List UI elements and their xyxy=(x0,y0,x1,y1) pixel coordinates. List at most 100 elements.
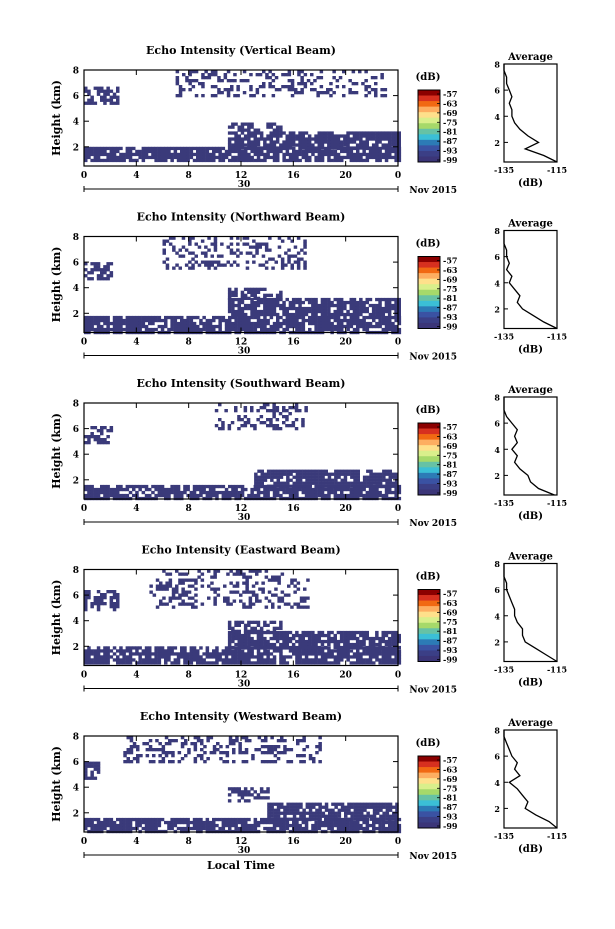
echo-cell xyxy=(194,70,199,74)
echo-cell xyxy=(330,324,334,329)
echo-cell xyxy=(231,490,235,495)
echo-cell xyxy=(368,321,373,326)
echo-cell xyxy=(253,158,258,163)
echo-cell xyxy=(253,140,257,144)
echo-cell xyxy=(223,263,227,267)
echo-cell xyxy=(337,814,342,818)
echo-cell xyxy=(212,652,216,656)
echo-cell xyxy=(96,155,101,160)
echo-cell xyxy=(237,415,241,419)
echo-cell xyxy=(336,309,341,314)
echo-cell xyxy=(266,826,270,831)
echo-cell xyxy=(170,487,174,492)
echo-cell xyxy=(100,661,104,665)
echo-cell xyxy=(336,324,341,329)
echo-cell xyxy=(330,143,334,147)
echo-cell xyxy=(240,321,245,326)
echo-cell xyxy=(259,639,264,644)
echo-cell xyxy=(333,639,337,644)
echo-cell xyxy=(151,327,155,332)
echo-cell xyxy=(285,140,289,144)
echo-cell xyxy=(129,748,134,752)
echo-cell xyxy=(218,817,222,822)
echo-cell xyxy=(183,321,187,326)
echo-cell xyxy=(272,143,277,147)
echo-cell xyxy=(173,823,178,828)
echo-cell xyxy=(240,649,245,653)
echo-cell xyxy=(173,484,178,489)
echo-cell xyxy=(183,152,187,157)
echo-cell xyxy=(192,826,197,831)
echo-cell xyxy=(122,321,126,326)
y-tick-label: 6 xyxy=(73,592,79,602)
echo-cell xyxy=(167,820,171,825)
echo-cell xyxy=(320,143,325,147)
echo-cell xyxy=(183,490,187,495)
echo-cell xyxy=(385,469,389,473)
echo-cell xyxy=(269,652,274,656)
echo-cell xyxy=(276,811,281,815)
colorbar-unit: (dB) xyxy=(416,738,441,749)
echo-cell xyxy=(167,490,171,495)
echo-cell xyxy=(247,315,251,320)
echo-cell xyxy=(295,820,299,825)
echo-cell xyxy=(228,820,232,825)
echo-cell xyxy=(164,487,168,492)
echo-cell xyxy=(288,306,293,311)
echo-cell xyxy=(196,826,200,831)
echo-cell xyxy=(266,155,270,160)
echo-cell xyxy=(180,490,184,495)
echo-cell xyxy=(276,469,280,473)
echo-cell xyxy=(208,324,213,329)
echo-cell xyxy=(199,820,203,825)
echo-cell xyxy=(372,155,376,160)
echo-cell xyxy=(176,661,181,665)
echo-cell xyxy=(216,569,221,573)
echo-cell xyxy=(158,742,162,746)
echo-cell xyxy=(173,658,178,662)
echo-cell xyxy=(337,802,342,806)
echo-cell xyxy=(280,805,284,809)
echo-cell xyxy=(327,478,332,482)
profile-y-tick-label: 4 xyxy=(494,611,500,621)
colorbar-swatch xyxy=(418,611,440,618)
echo-cell xyxy=(330,327,334,332)
echo-cell xyxy=(384,158,389,163)
echo-cell xyxy=(298,321,302,326)
echo-cell xyxy=(263,472,268,476)
echo-cell xyxy=(214,70,218,74)
echo-cell xyxy=(302,481,306,485)
echo-cell xyxy=(160,146,165,151)
echo-cell xyxy=(157,149,162,154)
colorbar-tick-label: -57 xyxy=(443,589,457,599)
echo-cell xyxy=(269,661,274,665)
echo-cell xyxy=(263,493,267,498)
echo-cell xyxy=(173,152,178,157)
echo-cell xyxy=(387,131,392,135)
echo-cell xyxy=(394,143,398,147)
echo-cell xyxy=(84,776,88,780)
echo-cell xyxy=(260,760,265,764)
echo-cell xyxy=(275,630,280,635)
echo-cell xyxy=(351,82,356,86)
echo-cell xyxy=(180,820,184,825)
echo-cell xyxy=(311,493,315,498)
echo-cell xyxy=(346,823,350,828)
echo-cell xyxy=(247,629,251,633)
echo-cell xyxy=(103,661,107,665)
echo-cell xyxy=(125,487,130,492)
echo-cell xyxy=(382,469,386,473)
echo-cell xyxy=(391,636,395,641)
echo-cell xyxy=(237,633,241,638)
echo-cell xyxy=(359,140,363,144)
echo-cell xyxy=(282,630,286,635)
echo-cell xyxy=(247,620,251,624)
echo-cell xyxy=(298,303,302,308)
echo-cell xyxy=(347,817,351,821)
echo-cell xyxy=(177,751,182,755)
echo-cell xyxy=(171,754,175,758)
echo-cell xyxy=(303,251,307,255)
echo-cell xyxy=(279,633,283,638)
echo-cell xyxy=(253,642,257,647)
echo-cell xyxy=(299,596,304,600)
